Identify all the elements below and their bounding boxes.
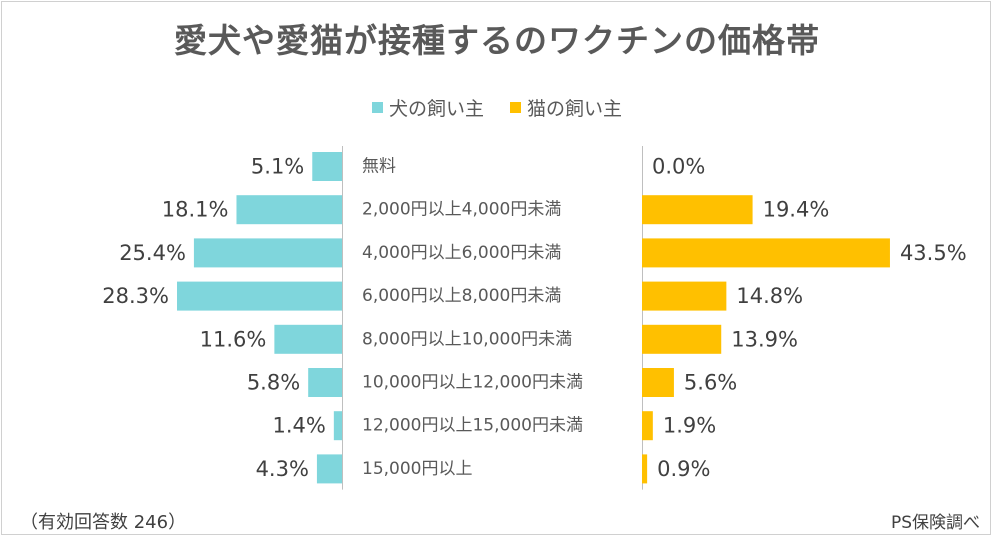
- dog-bar: [316, 454, 342, 484]
- dog-value-label: 5.8%: [247, 371, 300, 395]
- cat-bar: [642, 324, 722, 354]
- legend-label-dog: 犬の飼い主: [388, 98, 484, 120]
- cat-value-label: 5.6%: [684, 371, 737, 395]
- dog-value-label: 4.3%: [256, 457, 309, 481]
- cat-value-label: 0.9%: [657, 457, 710, 481]
- category-label: 2,000円以上4,000円未満: [362, 200, 561, 220]
- dog-bar: [274, 324, 342, 354]
- dog-bar: [308, 368, 342, 397]
- category-label: 4,000円以上6,000円未満: [362, 243, 561, 263]
- dog-bar: [312, 152, 342, 181]
- legend-swatch-dog: [371, 102, 383, 113]
- cat-value-label: 14.8%: [736, 284, 803, 308]
- legend-label-cat: 猫の飼い主: [527, 98, 623, 120]
- dog-bar: [193, 238, 342, 268]
- dog-value-label: 28.3%: [102, 284, 169, 308]
- legend-item-cat: 猫の飼い主: [510, 94, 622, 121]
- dog-value-label: 18.1%: [162, 198, 229, 222]
- category-label: 10,000円以上12,000円未満: [362, 373, 583, 393]
- cat-bar: [642, 368, 674, 397]
- category-label: 無料: [362, 157, 396, 177]
- cat-bar: [642, 195, 753, 225]
- cat-value-label: 43.5%: [900, 241, 967, 265]
- legend-item-dog: 犬の飼い主: [371, 94, 484, 121]
- category-label: 6,000円以上8,000円未満: [362, 286, 561, 306]
- category-label: 12,000円以上15,000円未満: [362, 416, 583, 436]
- dog-bar: [177, 281, 342, 311]
- cat-value-label: 19.4%: [763, 198, 830, 222]
- cat-value-label: 13.9%: [731, 327, 798, 351]
- source-note: PS保険調べ: [890, 513, 980, 533]
- cat-bar: [642, 411, 653, 441]
- cat-bar: [642, 454, 648, 484]
- cat-bar: [642, 238, 890, 268]
- cat-value-label: 1.9%: [663, 414, 716, 438]
- category-label: 15,000円以上: [362, 459, 472, 479]
- cat-bar: [642, 281, 727, 311]
- chart-title: 愛犬や愛猫が接種するのワクチンの価格帯: [174, 21, 820, 60]
- dog-bar: [333, 411, 342, 441]
- dog-value-label: 1.4%: [272, 414, 325, 438]
- dog-value-label: 25.4%: [119, 241, 186, 265]
- cat-value-label: 0.0%: [652, 155, 705, 179]
- dog-value-label: 5.1%: [251, 155, 304, 179]
- legend: 犬の飼い主 猫の飼い主: [0, 94, 994, 121]
- sample-size-note: （有効回答数 246）: [20, 512, 187, 533]
- legend-swatch-cat: [510, 102, 521, 113]
- dog-value-label: 11.6%: [200, 327, 267, 351]
- category-label: 8,000円以上10,000円未満: [362, 329, 572, 349]
- dog-bar: [236, 195, 342, 225]
